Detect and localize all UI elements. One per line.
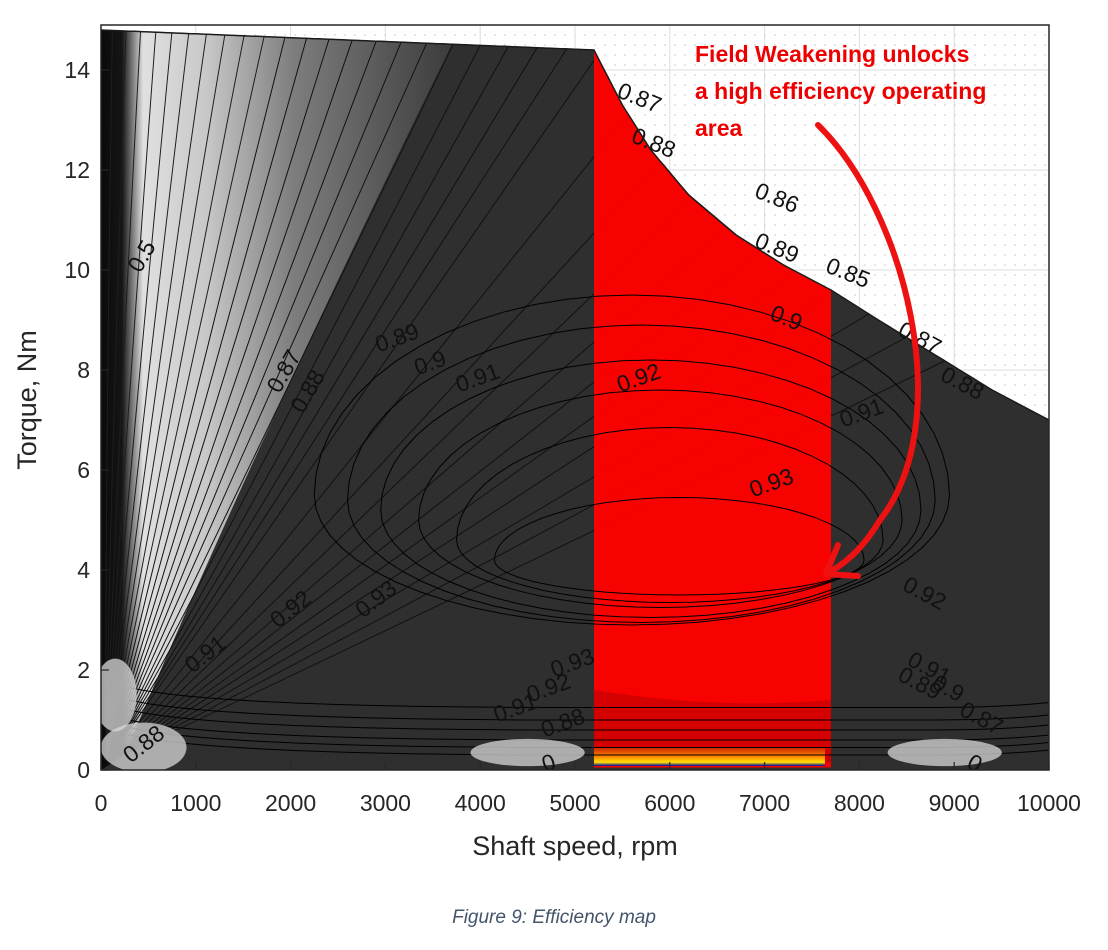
x-tick-label: 6000 [644,790,695,816]
efficiency-contour [346,324,936,624]
y-tick-label: 12 [64,157,90,183]
label-cluster [101,722,187,770]
y-tick-label: 4 [77,557,90,583]
x-axis-ticks: 0 1000 2000 3000 4000 5000 6000 7000 8000 9000 100… [95,762,1081,816]
y-tick-label: 0 [77,757,90,783]
label-cluster [101,658,137,732]
low-torque-contour [129,687,1049,708]
label-cluster [887,738,1002,767]
y-tick-label: 14 [64,57,90,83]
low-torque-contour [129,719,1049,741]
fan-contour-line [106,46,509,763]
efficiency-contour [418,389,903,609]
fan-contour-line [106,47,538,763]
x-tick-label: 10000 [1017,790,1081,816]
y-tick-label: 2 [77,657,90,683]
y-axis-label: Torque, Nm [12,330,42,470]
low-torque-label-clusters [101,658,1002,770]
x-tick-label: 5000 [549,790,600,816]
field-weakening-annotation: Field Weakening unlocks a high efficienc… [695,41,986,579]
annotation-arrow [815,122,921,575]
annotation-line-3: area [695,115,743,141]
annotation-line-1: Field Weakening unlocks [695,41,969,67]
y-tick-label: 6 [77,457,90,483]
annotation-line-2: a high efficiency operating [695,78,986,104]
x-tick-label: 7000 [739,790,790,816]
x-tick-label: 3000 [360,790,411,816]
x-tick-label: 9000 [929,790,980,816]
x-axis-label: Shaft speed, rpm [472,831,678,861]
x-tick-label: 4000 [455,790,506,816]
fan-contour-line [106,113,629,763]
x-tick-label: 1000 [170,790,221,816]
y-axis-ticks: 0 2 4 6 8 10 12 14 [64,57,109,783]
low-torque-contour [129,699,1049,721]
efficiency-contour [313,294,950,626]
label-cluster [470,738,585,767]
efficiency-contour-lines [129,294,1049,756]
low-torque-band [593,747,825,766]
field-weakening-shade [593,690,831,763]
annotation-arrowhead-icon [823,542,861,579]
y-tick-label: 10 [64,257,90,283]
low-torque-contour [129,727,1049,748]
fan-contour-line [106,48,568,763]
y-tick-label: 8 [77,357,90,383]
low-speed-efficiency-fan [101,30,452,770]
max-torque-envelope [101,29,1049,421]
efficiency-contour [455,426,884,604]
plot-area: 0.870.880.860.890.850.9 0.870.880.910.920… [100,24,1050,771]
figure-caption: Figure 9: Efficiency map [452,907,656,928]
x-tick-label: 0 [95,790,108,816]
fan-contour-line [106,55,598,763]
contour-labels: 0.870.880.860.890.850.9 0.870.880.910.920… [118,77,1008,770]
field-weakening-highlight [593,50,831,768]
x-tick-label: 8000 [834,790,885,816]
x-tick-label: 2000 [265,790,316,816]
low-torque-contour [129,709,1049,731]
efficiency-contour [380,359,922,619]
efficiency-contour [493,496,865,596]
